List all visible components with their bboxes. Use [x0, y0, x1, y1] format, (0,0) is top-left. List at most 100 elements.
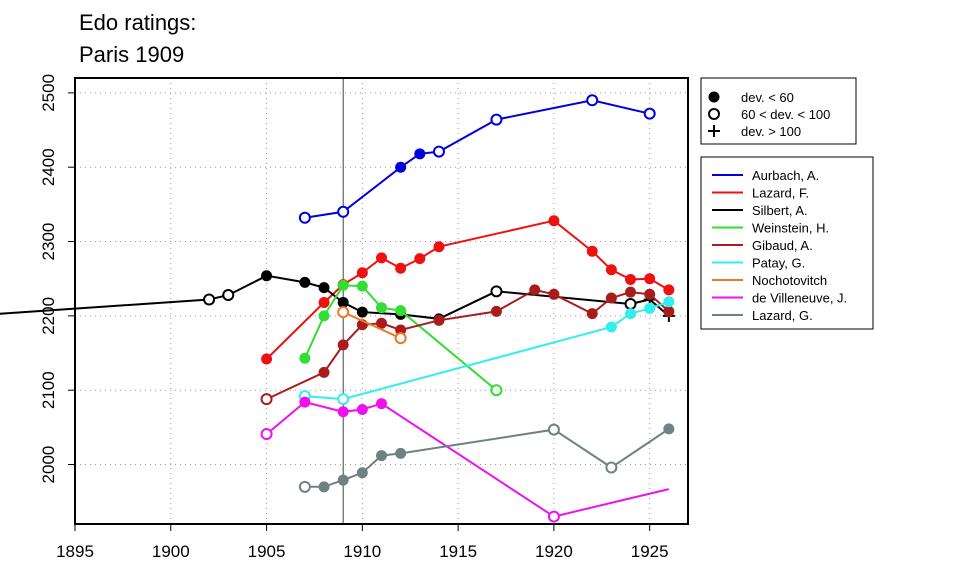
series-gibaud-a	[260, 284, 675, 406]
data-point	[261, 270, 273, 282]
chart-title-line1: Edo ratings:	[79, 10, 196, 35]
data-point	[644, 302, 656, 314]
series-de-villeneuve-j	[260, 396, 670, 523]
data-point	[395, 262, 407, 274]
series-legend-label: Silbert, A.	[752, 203, 808, 218]
data-point	[337, 205, 350, 218]
x-tick-label: 1900	[152, 542, 190, 561]
data-point	[337, 339, 349, 351]
data-point	[548, 215, 560, 227]
data-point	[605, 321, 617, 333]
data-point	[203, 293, 216, 306]
data-point	[260, 428, 273, 441]
data-point	[376, 450, 387, 462]
data-point	[356, 267, 368, 279]
axes: 1895 1900 1905 1910 1915 1920 1925 2000 2100 2200…	[39, 74, 669, 561]
data-point	[376, 398, 387, 410]
y-tick-label: 2000	[39, 446, 58, 484]
data-point	[586, 245, 598, 257]
series-legend-label: Lazard, G.	[752, 308, 813, 323]
marker-legend-label: dev. < 60	[741, 90, 794, 105]
marker-legend-label: dev. > 100	[741, 124, 801, 139]
data-point	[395, 305, 407, 317]
data-point	[625, 308, 637, 320]
data-point	[529, 284, 541, 296]
data-point	[222, 289, 235, 302]
data-point	[605, 461, 618, 474]
data-point	[376, 317, 387, 329]
data-point	[490, 305, 502, 317]
marker-legend-box	[700, 77, 857, 145]
data-point	[490, 384, 503, 397]
data-point	[547, 423, 560, 436]
x-tick-label: 1925	[631, 542, 669, 561]
series-legend-label: Gibaud, A.	[752, 238, 813, 253]
marker-legend: dev. < 60 60 < dev. < 100 dev. > 100	[700, 77, 857, 145]
x-tick-label: 1915	[439, 542, 477, 561]
data-point	[299, 276, 311, 288]
series-patay-g	[298, 296, 675, 406]
data-point	[318, 282, 330, 294]
data-point	[644, 273, 656, 285]
series-legend-label: Nochotovitch	[752, 273, 827, 288]
series-legend-label: Lazard, F.	[752, 186, 809, 201]
marker-legend-symbol	[708, 125, 720, 137]
data-point	[547, 510, 560, 523]
x-tick-label: 1905	[248, 542, 286, 561]
marker-legend-symbol	[708, 91, 720, 103]
data-point	[356, 404, 368, 416]
x-tick-label: 1895	[56, 542, 94, 561]
data-point	[318, 296, 330, 308]
data-point	[394, 332, 407, 345]
series-legend: Aurbach, A. Lazard, F. Silbert, A. Weinstei…	[700, 156, 874, 330]
marker-legend-symbol	[708, 108, 720, 120]
data-point	[625, 273, 637, 285]
data-point	[605, 264, 617, 276]
y-tick-label: 2200	[39, 297, 58, 335]
data-point	[356, 306, 368, 318]
data-point	[376, 252, 387, 264]
data-point	[395, 161, 407, 173]
data-point	[261, 353, 273, 365]
data-point	[395, 447, 407, 459]
marker-legend-label: 60 < dev. < 100	[741, 107, 830, 122]
data-point	[299, 352, 311, 364]
data-point	[376, 302, 387, 314]
data-point	[663, 423, 675, 435]
data-point	[490, 285, 503, 298]
series-legend-label: Weinstein, H.	[752, 221, 829, 236]
chart-title-line2: Paris 1909	[79, 42, 184, 67]
series-aurbach-a	[298, 94, 656, 224]
data-point	[298, 480, 311, 493]
data-point	[624, 297, 637, 310]
data-point	[414, 253, 426, 265]
series-nochotovitch	[337, 306, 407, 345]
data-point	[433, 314, 445, 326]
series-line	[304, 99, 650, 219]
data-point	[318, 366, 330, 378]
data-point	[299, 396, 311, 408]
x-tick-label: 1910	[343, 542, 381, 561]
data-point	[337, 406, 349, 418]
data-point	[663, 284, 675, 296]
data-point	[356, 467, 368, 479]
data-point	[663, 296, 675, 308]
series-lazard-g	[298, 423, 675, 493]
series-legend-label: Aurbach, A.	[752, 168, 819, 183]
data-point	[663, 305, 675, 317]
y-tick-label: 2300	[39, 223, 58, 261]
data-point	[586, 308, 598, 320]
grid	[75, 78, 688, 524]
series-layer	[0, 94, 675, 523]
data-point	[337, 393, 350, 406]
series-weinstein-h	[299, 279, 503, 397]
data-point	[298, 211, 311, 224]
data-point	[644, 288, 656, 300]
x-tick-label: 1920	[535, 542, 573, 561]
data-point	[643, 107, 656, 120]
y-tick-label: 2500	[39, 74, 58, 112]
series-line	[265, 401, 670, 518]
data-point	[433, 241, 445, 253]
y-tick-label: 2100	[39, 371, 58, 409]
